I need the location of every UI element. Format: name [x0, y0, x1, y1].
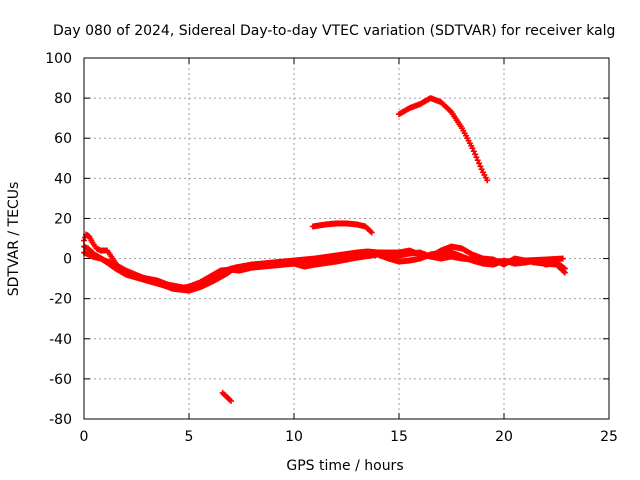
y-tick-label: 40 [54, 171, 72, 187]
y-tick-label: 60 [54, 131, 72, 147]
ticks: 0 5 10 15 20 25 -80 -60 -40 -20 0 20 40 60 80 100 [45, 51, 618, 445]
y-axis-label: SDTVAR / TECUs [6, 182, 22, 297]
plot-frame [83, 57, 610, 420]
y-tick-label: 100 [45, 51, 72, 67]
y-tick-label: -80 [49, 412, 72, 428]
x-tick-label: 15 [390, 429, 408, 445]
series-layer [81, 95, 568, 404]
y-tick-label: 80 [54, 91, 72, 107]
y-tick-label: 20 [54, 211, 72, 227]
series-arc-6-7h [219, 389, 234, 404]
series-arc-11-14h [309, 220, 375, 236]
chart-title: Day 080 of 2024, Sidereal Day-to-day VTE… [53, 23, 615, 39]
x-tick-label: 0 [80, 429, 89, 445]
x-axis-label: GPS time / hours [286, 458, 403, 474]
x-tick-label: 5 [185, 429, 194, 445]
x-tick-label: 25 [600, 429, 618, 445]
series-arc-15-19h [396, 95, 491, 184]
x-tick-label: 20 [495, 429, 513, 445]
y-tick-label: -60 [49, 372, 72, 388]
series-baseline-track-c [81, 243, 568, 294]
y-tick-label: -20 [49, 292, 72, 308]
y-tick-label: 0 [63, 252, 72, 268]
x-tick-label: 10 [285, 429, 303, 445]
y-tick-label: -40 [49, 332, 72, 348]
grid [84, 58, 609, 419]
